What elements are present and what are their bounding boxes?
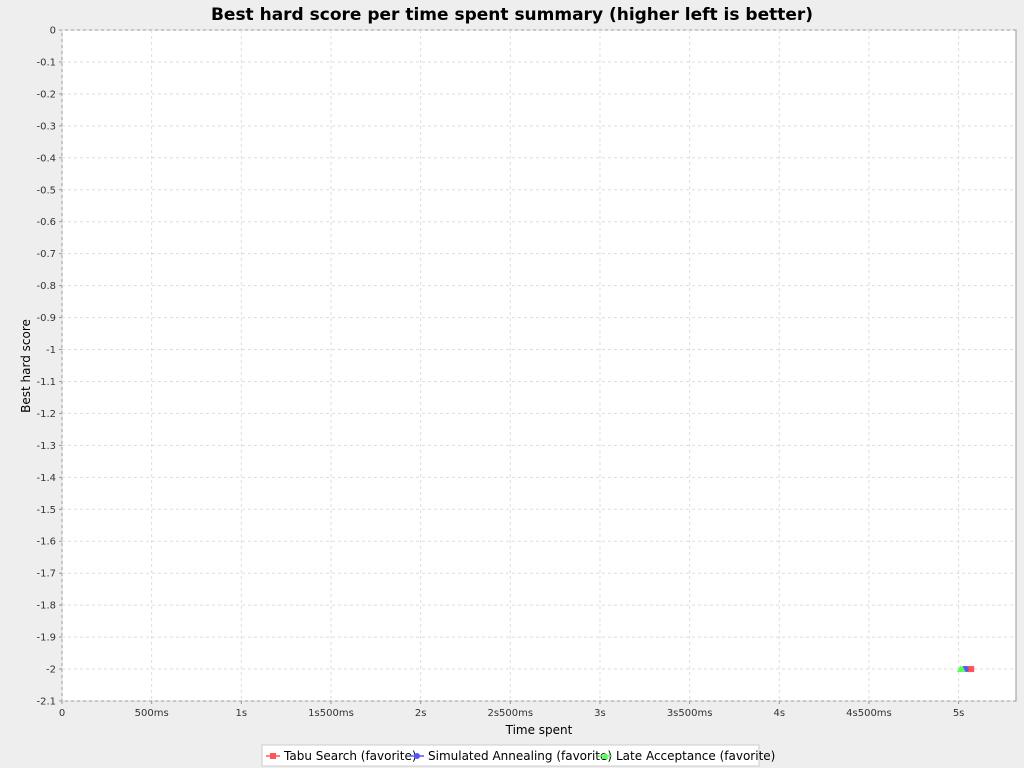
y-tick-label: -1.3 bbox=[36, 441, 56, 452]
x-tick-label: 3s bbox=[594, 708, 606, 719]
legend-item: Simulated Annealing (favorite) bbox=[410, 749, 612, 763]
x-axis-label: Time spent bbox=[505, 723, 573, 737]
y-tick-label: -1.4 bbox=[36, 473, 56, 484]
y-tick-label: -2 bbox=[46, 665, 56, 676]
legend-label: Tabu Search (favorite) bbox=[283, 749, 417, 763]
legend-label: Late Acceptance (favorite) bbox=[616, 749, 775, 763]
legend: Tabu Search (favorite) Simulated Annealin… bbox=[261, 744, 775, 767]
legend-marker bbox=[270, 753, 276, 759]
y-tick-label: -0.5 bbox=[36, 185, 56, 196]
legend-box bbox=[261, 744, 760, 767]
y-tick-label: -1.8 bbox=[36, 601, 56, 612]
y-tick-label: -0.1 bbox=[36, 57, 56, 68]
tick-labels: 0 500ms 1s 1s500ms 2s 2s500ms 3s 3s500ms 4s 4s500… bbox=[36, 26, 964, 720]
y-tick-label: -1.6 bbox=[36, 537, 56, 548]
legend-marker bbox=[601, 752, 609, 759]
x-tick-label: 3s500ms bbox=[667, 708, 713, 719]
y-tick-label: 0 bbox=[50, 26, 56, 37]
y-tick-label: -1.9 bbox=[36, 633, 56, 644]
x-tick-label: 4s bbox=[774, 708, 786, 719]
x-tick-label: 5s bbox=[953, 708, 965, 719]
series-2 bbox=[956, 665, 966, 673]
x-tick-label: 1s bbox=[236, 708, 248, 719]
grid-lines bbox=[61, 29, 1016, 702]
x-tick-label: 4s500ms bbox=[846, 708, 892, 719]
y-tick-label: -2.1 bbox=[36, 697, 56, 708]
data-point bbox=[968, 666, 975, 673]
y-tick-label: -0.2 bbox=[36, 89, 56, 100]
y-tick-label: -1.7 bbox=[36, 569, 56, 580]
chart-title: Best hard score per time spent summary (… bbox=[211, 5, 813, 25]
y-tick-label: -1 bbox=[46, 345, 56, 356]
x-tick-label: 1s500ms bbox=[308, 708, 354, 719]
y-tick-label: -0.9 bbox=[36, 313, 56, 324]
legend-label: Simulated Annealing (favorite) bbox=[428, 749, 612, 763]
y-tick-label: -1.1 bbox=[36, 377, 56, 388]
series-layer bbox=[956, 665, 975, 673]
x-tick-label: 2s500ms bbox=[487, 708, 533, 719]
x-tick-label: 2s bbox=[415, 708, 427, 719]
y-tick-label: -0.7 bbox=[36, 249, 56, 260]
y-tick-label: -0.3 bbox=[36, 121, 56, 132]
y-tick-label: -0.4 bbox=[36, 153, 56, 164]
y-axis-label: Best hard score bbox=[19, 319, 33, 413]
data-point bbox=[958, 665, 966, 673]
x-tick-label: 500ms bbox=[135, 708, 169, 719]
y-tick-label: -0.6 bbox=[36, 217, 56, 228]
plot-area bbox=[61, 29, 1017, 702]
y-tick-label: -1.2 bbox=[36, 409, 56, 420]
y-tick-label: -0.8 bbox=[36, 281, 56, 292]
y-tick-label: -1.5 bbox=[36, 505, 56, 516]
x-tick-label: 0 bbox=[59, 708, 65, 719]
legend-item: Tabu Search (favorite) bbox=[266, 749, 417, 763]
legend-item: Late Acceptance (favorite) bbox=[598, 749, 775, 763]
legend-marker bbox=[414, 753, 420, 759]
